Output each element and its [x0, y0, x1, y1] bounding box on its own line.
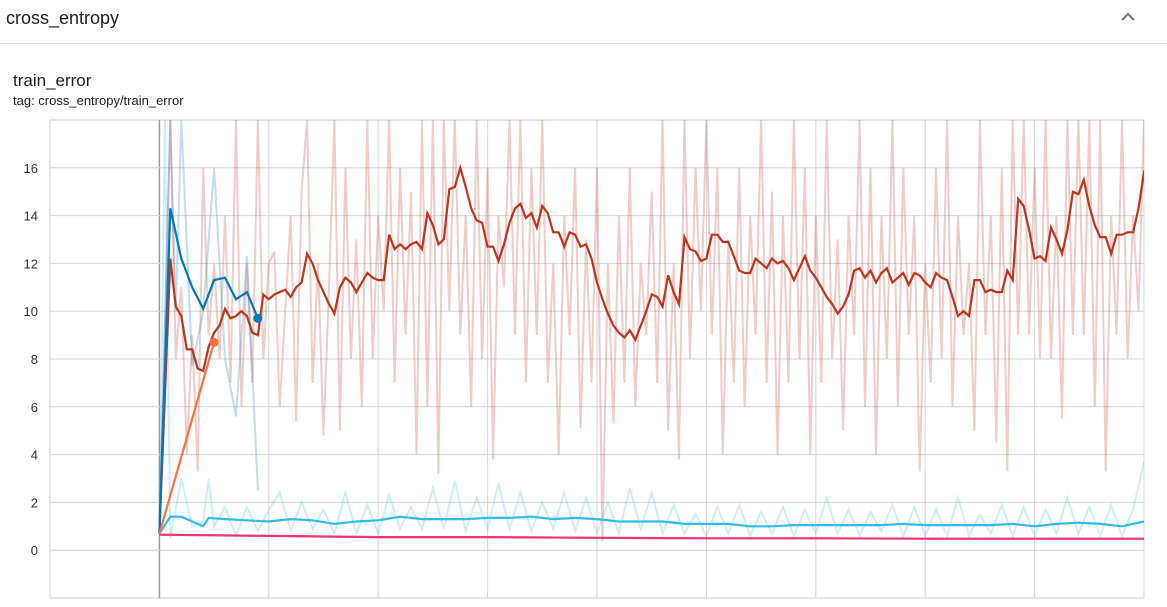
y-tick-labels: 0 2 4 6 8 10 12 14 16 [24, 161, 38, 558]
series-line-orange [158, 341, 216, 534]
series-line-dark_red [158, 163, 1144, 534]
series-line-dark_blue [158, 208, 259, 534]
section-header[interactable]: cross_entropy [0, 0, 1167, 44]
smoothed-series-layer [158, 163, 1144, 540]
y-tick-label: 6 [31, 400, 38, 415]
endpoint-orange [209, 337, 219, 347]
y-tick-label: 16 [24, 161, 38, 176]
card-tag: tag: cross_entropy/train_error [13, 93, 184, 108]
y-tick-label: 10 [24, 304, 38, 319]
series-line-magenta [159, 533, 1144, 540]
y-tick-label: 0 [31, 543, 38, 558]
series-line-light_blue [158, 515, 1144, 535]
raw-series-layer [158, 120, 1144, 541]
endpoint-dark_blue [253, 313, 263, 323]
endpoint-markers [209, 313, 263, 347]
series-raw-dark_red [158, 120, 1144, 541]
chevron-up-icon[interactable] [1117, 6, 1139, 28]
y-tick-label: 4 [31, 448, 38, 463]
section-title: cross_entropy [6, 8, 120, 28]
card-title: train_error [13, 71, 92, 90]
series-raw-light_blue [158, 120, 1144, 539]
y-tick-label: 14 [24, 209, 38, 224]
y-tick-label: 2 [31, 495, 38, 510]
y-tick-label: 8 [31, 352, 38, 367]
y-tick-label: 12 [24, 256, 38, 271]
